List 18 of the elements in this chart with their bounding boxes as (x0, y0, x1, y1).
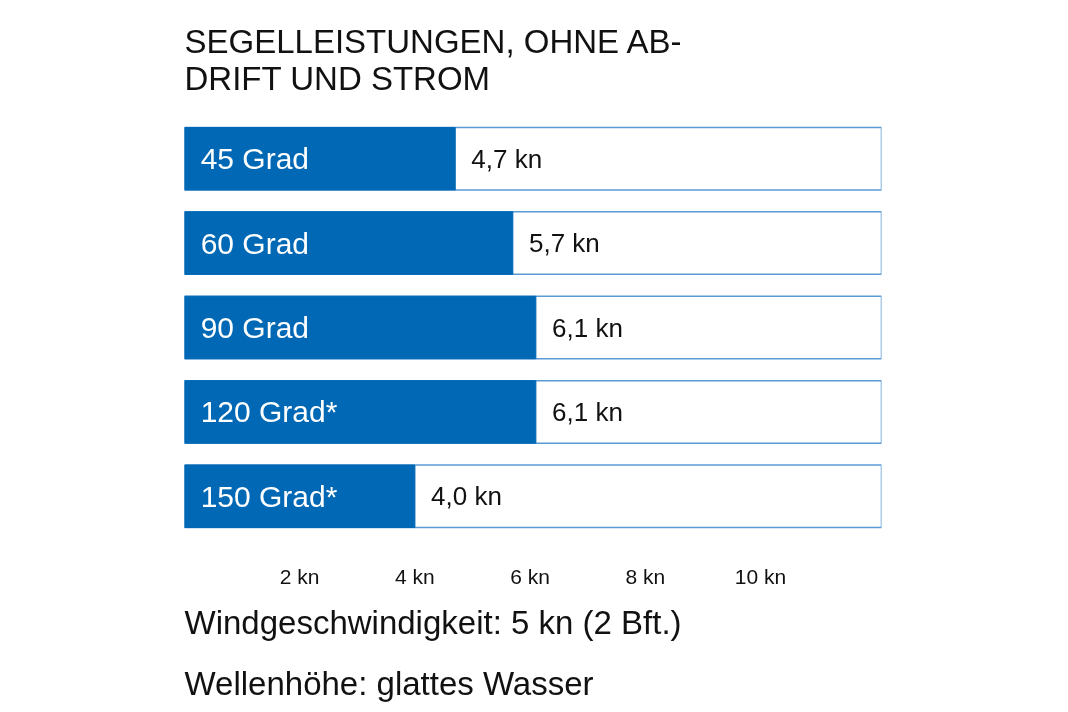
y-tick-label: 150 Grad* (200, 479, 338, 513)
chart-title: SEGELLEISTUNGEN, OHNE AB- DRIFT UND STROM (184, 22, 682, 97)
y-tick-label: 45 Grad (200, 142, 310, 176)
x-tick-label: 8 kn (625, 564, 666, 588)
x-tick-label: 10 kn (734, 564, 787, 588)
text: Windgeschwindigkeit: 5 kn (2 Bft.) (184, 603, 682, 641)
x-tick-label: 6 kn (510, 564, 550, 588)
y-tick-label: 60 Grad (200, 226, 310, 260)
data-label: 5,7 kn (528, 228, 600, 259)
text: Wellenhöhe: glattes Wasser (184, 664, 594, 702)
data-label: 4,0 kn (431, 481, 502, 512)
y-tick-label: 120 Grad* (200, 395, 338, 429)
x-tick-label: 2 kn (279, 564, 320, 588)
data-label: 6,1 kn (552, 312, 623, 343)
data-label: 4,7 kn (471, 143, 543, 174)
x-tick-label: 4 kn (395, 564, 435, 588)
data-label: 6,1 kn (552, 396, 623, 427)
y-tick-label: 90 Grad (200, 311, 310, 344)
